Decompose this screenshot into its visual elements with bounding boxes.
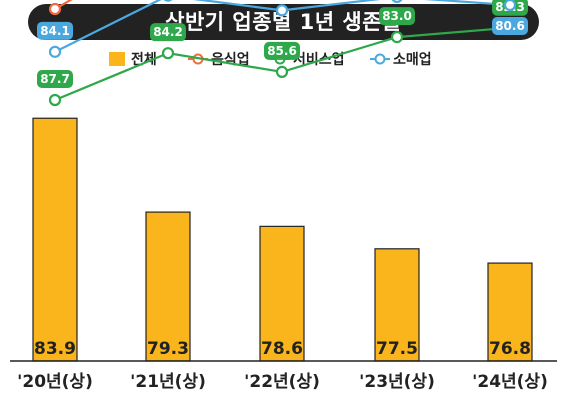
data-label: 85.6 xyxy=(267,44,297,58)
series-point xyxy=(390,31,404,44)
series-point xyxy=(275,65,289,79)
series-point xyxy=(48,2,62,16)
x-tick-label: '24년(상) xyxy=(472,372,548,392)
data-label-badge xyxy=(379,7,415,26)
bar xyxy=(32,117,78,362)
x-tick-label: '23년(상) xyxy=(359,372,435,392)
data-label-badge xyxy=(150,23,186,42)
bar xyxy=(374,248,420,362)
bar-value-label: 77.5 xyxy=(376,339,418,359)
legend-label: 소매업 xyxy=(393,52,432,68)
legend-label: 전체 xyxy=(131,51,157,68)
legend-swatch-bar xyxy=(109,52,125,66)
series-point xyxy=(161,47,175,60)
series-point xyxy=(275,4,289,17)
bar xyxy=(259,225,305,362)
data-label: 84.2 xyxy=(153,25,183,39)
data-label: 83.0 xyxy=(382,9,412,23)
bar xyxy=(487,262,533,362)
x-tick-label: '20년(상) xyxy=(17,372,93,392)
bar xyxy=(145,211,191,362)
series-point xyxy=(391,0,403,4)
data-label-badge xyxy=(492,17,528,36)
data-label-badge xyxy=(37,70,73,88)
x-tick-label: '21년(상) xyxy=(130,372,206,392)
bar-value-label: 78.6 xyxy=(261,339,303,359)
series-point xyxy=(48,93,62,107)
data-label-badge xyxy=(264,41,300,60)
data-label-badge xyxy=(37,21,73,40)
legend-swatch-marker xyxy=(374,53,386,65)
bar-value-label: 79.3 xyxy=(147,339,189,359)
series-point xyxy=(48,45,62,58)
bar-value-label: 83.9 xyxy=(34,339,76,359)
data-label: 80.6 xyxy=(495,19,525,33)
bar-value-label: 76.8 xyxy=(489,339,531,359)
data-label: 84.1 xyxy=(40,24,70,38)
x-tick-label: '22년(상) xyxy=(244,372,320,392)
data-label: 87.7 xyxy=(40,72,70,86)
series-point xyxy=(503,0,517,12)
series-point xyxy=(163,0,173,2)
